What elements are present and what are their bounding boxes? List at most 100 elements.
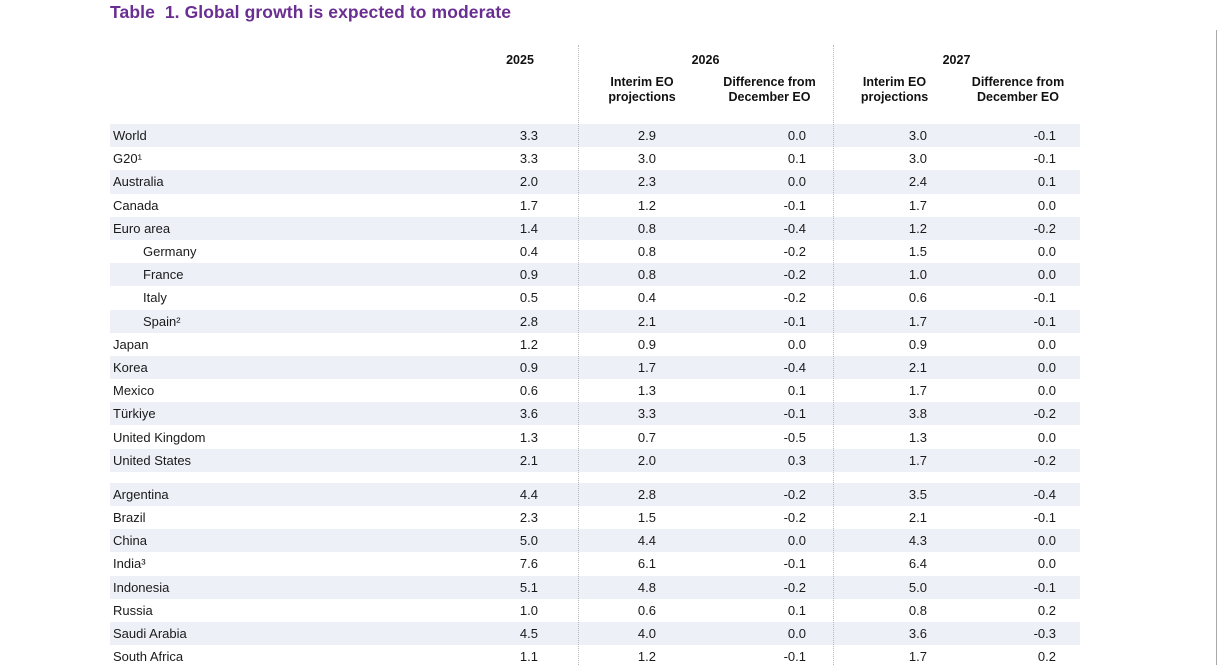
value-2027-diff: -0.1 bbox=[1033, 128, 1056, 144]
country-name: United Kingdom bbox=[113, 429, 206, 445]
country-name: South Africa bbox=[113, 649, 184, 665]
value-2025: 0.6 bbox=[519, 383, 538, 399]
value-2025: 5.1 bbox=[519, 579, 538, 595]
country-name: China bbox=[113, 533, 147, 549]
country-name: United States bbox=[113, 452, 192, 468]
subheader-2026-difference: Difference from December EO bbox=[706, 75, 833, 105]
subheader-2026-interim: Interim EO projections bbox=[578, 75, 706, 105]
value-2026-interim: 0.8 bbox=[637, 244, 656, 260]
value-2025: 3.6 bbox=[519, 406, 538, 422]
value-2027-interim: 1.7 bbox=[908, 649, 927, 665]
country-name: Spain² bbox=[143, 313, 181, 329]
value-2026-interim: 3.3 bbox=[637, 406, 656, 422]
value-2026-diff: -0.1 bbox=[783, 313, 806, 329]
value-2025: 1.1 bbox=[519, 649, 538, 665]
country-name: Mexico bbox=[113, 383, 155, 399]
value-2027-interim: 3.0 bbox=[908, 151, 927, 167]
value-2027-interim: 3.6 bbox=[908, 626, 927, 642]
value-2026-diff: -0.4 bbox=[783, 359, 806, 375]
value-2026-interim: 4.4 bbox=[637, 533, 656, 549]
subheader-line: Interim EO bbox=[862, 75, 927, 89]
value-2027-diff: -0.2 bbox=[1033, 406, 1056, 422]
value-2025: 2.8 bbox=[519, 313, 538, 329]
value-2027-interim: 1.5 bbox=[908, 244, 927, 260]
value-2026-interim: 1.3 bbox=[637, 383, 656, 399]
value-2025: 1.0 bbox=[519, 602, 538, 618]
value-2026-interim: 0.4 bbox=[637, 290, 656, 306]
country-name: World bbox=[113, 128, 147, 144]
value-2026-interim: 0.6 bbox=[637, 602, 656, 618]
value-2025: 1.4 bbox=[519, 220, 538, 236]
value-2027-interim: 2.4 bbox=[908, 174, 927, 190]
value-2026-diff: -0.4 bbox=[783, 220, 806, 236]
value-2027-interim: 1.7 bbox=[908, 383, 927, 399]
value-2025: 7.6 bbox=[519, 556, 538, 572]
value-2026-diff: -0.1 bbox=[783, 197, 806, 213]
value-2027-diff: 0.0 bbox=[1037, 197, 1056, 213]
table-row: Italy 0.5 0.4 -0.2 0.6 -0.1 bbox=[110, 286, 1080, 309]
table-row: Japan 1.2 0.9 0.0 0.9 0.0 bbox=[110, 333, 1080, 356]
value-2027-interim: 6.4 bbox=[908, 556, 927, 572]
value-2026-diff: 0.0 bbox=[787, 336, 806, 352]
column-divider-2026 bbox=[578, 45, 579, 665]
value-2026-interim: 1.5 bbox=[637, 510, 656, 526]
value-2026-interim: 0.8 bbox=[637, 220, 656, 236]
country-name: Argentina bbox=[113, 486, 169, 502]
value-2025: 0.9 bbox=[519, 359, 538, 375]
value-2027-interim: 3.5 bbox=[908, 486, 927, 502]
value-2027-interim: 0.6 bbox=[908, 290, 927, 306]
value-2027-interim: 5.0 bbox=[908, 579, 927, 595]
value-2027-diff: 0.0 bbox=[1037, 383, 1056, 399]
table-row: United States 2.1 2.0 0.3 1.7 -0.2 bbox=[110, 448, 1080, 472]
value-2027-interim: 3.0 bbox=[908, 128, 927, 144]
value-2027-diff: 0.0 bbox=[1037, 359, 1056, 375]
value-2027-interim: 0.8 bbox=[908, 602, 927, 618]
country-name: Korea bbox=[113, 359, 148, 375]
country-name: G20¹ bbox=[113, 151, 142, 167]
table-row: United Kingdom 1.3 0.7 -0.5 1.3 0.0 bbox=[110, 425, 1080, 448]
value-2027-diff: 0.0 bbox=[1037, 244, 1056, 260]
value-2026-interim: 1.2 bbox=[637, 197, 656, 213]
table-title: Table 1. Global growth is expected to mo… bbox=[110, 2, 512, 22]
value-2027-diff: 0.0 bbox=[1037, 336, 1056, 352]
value-2027-diff: -0.1 bbox=[1033, 510, 1056, 526]
table-row: Canada 1.7 1.2 -0.1 1.7 0.0 bbox=[110, 194, 1080, 217]
value-2027-diff: -0.1 bbox=[1033, 579, 1056, 595]
value-2026-interim: 2.9 bbox=[637, 128, 656, 144]
value-2026-diff: 0.0 bbox=[787, 174, 806, 190]
value-2026-interim: 2.1 bbox=[637, 313, 656, 329]
subheader-line: Interim EO bbox=[610, 75, 674, 89]
value-2026-diff: 0.1 bbox=[787, 151, 806, 167]
value-2027-interim: 3.8 bbox=[908, 406, 927, 422]
table-row: Türkiye 3.6 3.3 -0.1 3.8 -0.2 bbox=[110, 402, 1080, 426]
value-2027-diff: 0.0 bbox=[1037, 533, 1056, 549]
value-2027-interim: 0.9 bbox=[908, 336, 927, 352]
value-2026-diff: 0.0 bbox=[787, 533, 806, 549]
value-2027-diff: 0.2 bbox=[1037, 649, 1056, 665]
value-2027-diff: -0.4 bbox=[1033, 486, 1056, 502]
value-2025: 0.5 bbox=[519, 290, 538, 306]
value-2027-interim: 1.3 bbox=[908, 429, 927, 445]
table-row: Korea 0.9 1.7 -0.4 2.1 0.0 bbox=[110, 355, 1080, 380]
value-2026-interim: 2.3 bbox=[637, 174, 656, 190]
value-2025: 1.7 bbox=[519, 197, 538, 213]
value-2025: 2.1 bbox=[519, 452, 538, 468]
value-2026-diff: 0.1 bbox=[787, 602, 806, 618]
table-row: G20¹ 3.3 3.0 0.1 3.0 -0.1 bbox=[110, 147, 1080, 170]
subheader-2027-difference: Difference from December EO bbox=[956, 75, 1080, 105]
table-row: Saudi Arabia 4.5 4.0 0.0 3.6 -0.3 bbox=[110, 621, 1080, 646]
value-2027-diff: 0.0 bbox=[1037, 267, 1056, 283]
table-row: China 5.0 4.4 0.0 4.3 0.0 bbox=[110, 529, 1080, 553]
table-row: Australia 2.0 2.3 0.0 2.4 0.1 bbox=[110, 170, 1080, 194]
value-2027-interim: 2.1 bbox=[908, 359, 927, 375]
value-2027-diff: 0.1 bbox=[1037, 174, 1056, 190]
subheader-line: December EO bbox=[977, 90, 1059, 104]
country-name: Türkiye bbox=[113, 406, 156, 422]
table-row: Mexico 0.6 1.3 0.1 1.7 0.0 bbox=[110, 379, 1080, 402]
table-row: Germany 0.4 0.8 -0.2 1.5 0.0 bbox=[110, 240, 1080, 263]
subheader-line: Difference from bbox=[971, 75, 1065, 89]
subheader-2027-interim: Interim EO projections bbox=[833, 75, 956, 105]
value-2027-diff: 0.2 bbox=[1037, 602, 1056, 618]
value-2026-diff: -0.1 bbox=[783, 406, 806, 422]
